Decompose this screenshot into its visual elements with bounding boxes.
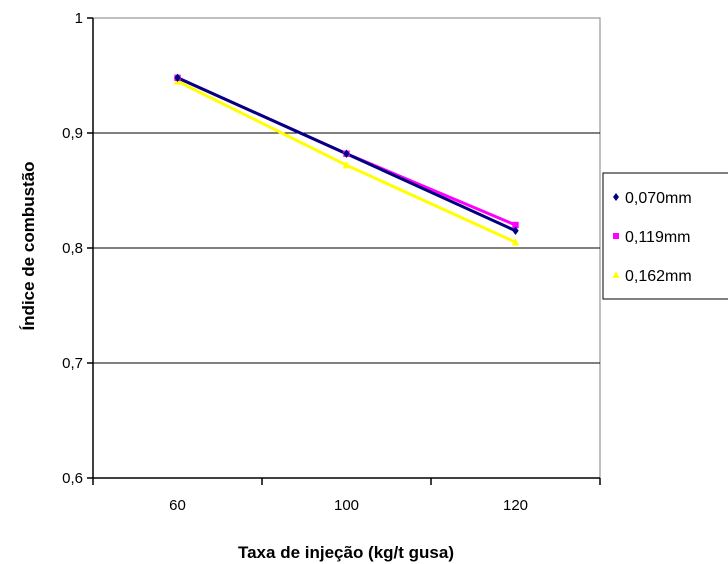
axes: 0,6 0,7 0,8 0,9 1 60 100 120: [62, 10, 601, 514]
y-tick-label: 0,8: [62, 240, 83, 257]
data-point: [512, 226, 519, 235]
legend-label: 0,162mm: [625, 268, 692, 285]
x-axis-title: Taxa de injeção (kg/t gusa): [238, 543, 454, 562]
legend-label: 0,119mm: [625, 229, 691, 246]
legend-marker: [613, 193, 619, 201]
gridlines: [93, 132, 600, 364]
y-tick-label: 0,6: [62, 470, 83, 487]
series-layer: [173, 73, 520, 246]
data-point: [342, 161, 351, 169]
data-point: [512, 221, 519, 229]
legend-label: 0,070mm: [625, 190, 692, 207]
y-tick-label: 0,9: [62, 125, 83, 142]
data-point: [174, 73, 181, 82]
x-tick-label: 100: [334, 497, 359, 514]
legend-marker: [613, 233, 619, 239]
legend-box: [602, 172, 728, 300]
legend: 0,070mm 0,119mm 0,162mm: [602, 172, 728, 300]
legend-marker: [612, 271, 620, 278]
y-tick-label: 0,7: [62, 355, 83, 372]
x-tick-label: 120: [503, 497, 528, 514]
data-point: [511, 238, 520, 246]
y-axis-title: Índice de combustão: [19, 161, 38, 330]
y-tick-label: 1: [75, 10, 83, 27]
data-point: [343, 149, 350, 158]
x-tick-label: 60: [169, 497, 186, 514]
